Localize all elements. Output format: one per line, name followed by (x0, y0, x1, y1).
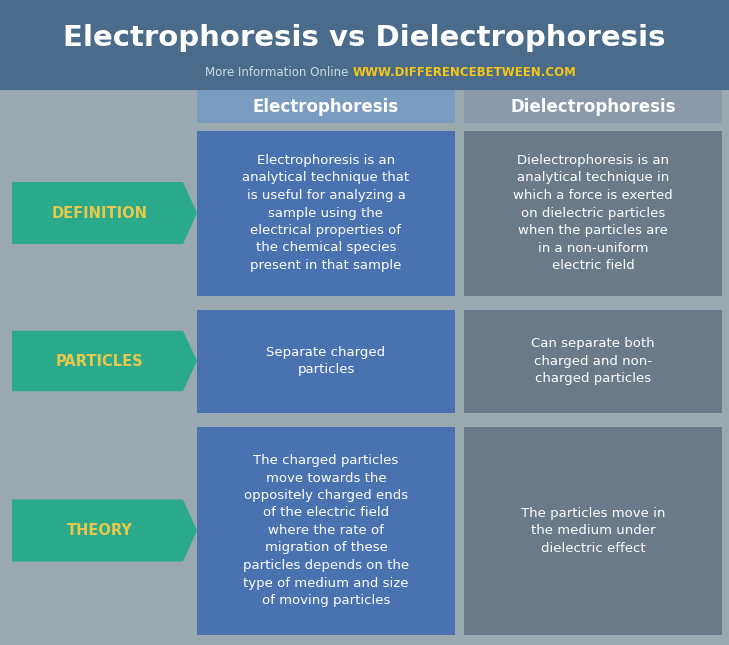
Bar (197, 310, 455, 413)
Text: The particles move in
the medium under
dielectric effect: The particles move in the medium under d… (521, 506, 665, 555)
Text: THEORY: THEORY (66, 523, 133, 538)
Text: Electrophoresis is an
analytical technique that
is useful for analyzing a
sample: Electrophoresis is an analytical techniq… (243, 154, 410, 272)
Text: Dielectrophoresis is an
analytical technique in
which a force is exerted
on diel: Dielectrophoresis is an analytical techn… (513, 154, 673, 272)
Text: Dielectrophoresis: Dielectrophoresis (510, 97, 676, 115)
Bar (197, 90, 455, 123)
Polygon shape (12, 182, 197, 244)
Bar (464, 310, 722, 413)
Text: Can separate both
charged and non-
charged particles: Can separate both charged and non- charg… (531, 337, 655, 385)
Bar (197, 130, 455, 295)
Polygon shape (12, 331, 197, 392)
Text: Electrophoresis vs Dielectrophoresis: Electrophoresis vs Dielectrophoresis (63, 24, 666, 52)
Text: More Information Online: More Information Online (205, 66, 348, 79)
Text: PARTICLES: PARTICLES (55, 353, 144, 368)
Text: Separate charged
particles: Separate charged particles (266, 346, 386, 376)
Text: The charged particles
move towards the
oppositely charged ends
of the electric f: The charged particles move towards the o… (243, 454, 409, 607)
Text: WWW.DIFFERENCEBETWEEN.COM: WWW.DIFFERENCEBETWEEN.COM (353, 66, 577, 79)
Text: Electrophoresis: Electrophoresis (253, 97, 399, 115)
Bar (197, 426, 455, 635)
Bar (464, 426, 722, 635)
Bar (0, 0, 729, 90)
Polygon shape (12, 499, 197, 562)
Bar (464, 130, 722, 295)
Text: DEFINITION: DEFINITION (52, 206, 147, 221)
Bar (464, 90, 722, 123)
